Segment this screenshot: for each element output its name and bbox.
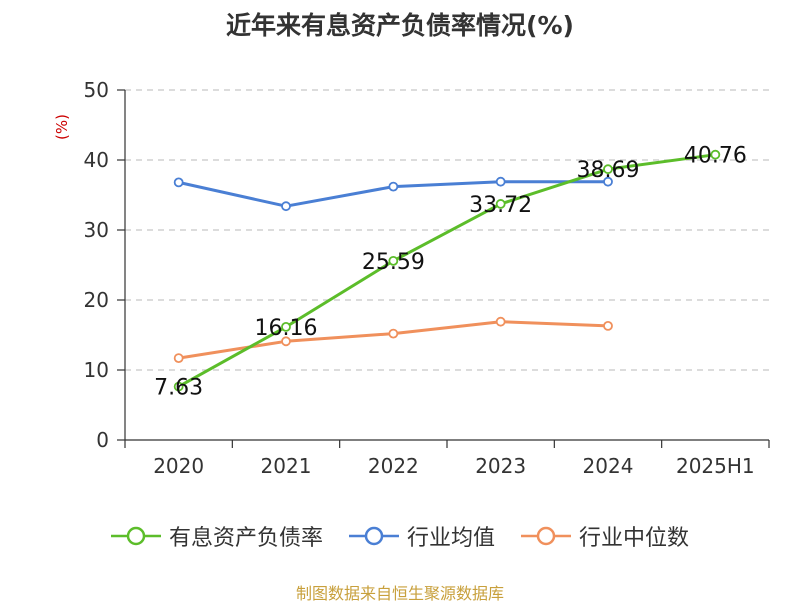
data-point bbox=[495, 316, 506, 327]
y-tick-label: 50 bbox=[84, 78, 109, 102]
data-point bbox=[281, 201, 291, 212]
data-point bbox=[281, 336, 291, 347]
series-line bbox=[177, 153, 716, 388]
legend-label: 行业中位数 bbox=[579, 526, 690, 551]
x-tick-label: 2025H1 bbox=[676, 454, 755, 478]
x-tick-label: 2024 bbox=[583, 454, 634, 478]
data-point bbox=[603, 176, 613, 187]
data-point bbox=[495, 176, 506, 187]
data-point bbox=[173, 353, 184, 364]
data-point bbox=[603, 164, 613, 175]
y-tick-label: 20 bbox=[84, 288, 109, 312]
legend-item-debt-ratio[interactable]: 有息资产负债率 bbox=[110, 520, 323, 552]
data-point bbox=[495, 199, 506, 209]
y-axis-label: (%) bbox=[53, 114, 71, 140]
data-point bbox=[388, 255, 399, 266]
x-tick-label: 2021 bbox=[261, 454, 312, 478]
data-point bbox=[603, 320, 613, 331]
y-tick-label: 40 bbox=[84, 148, 109, 172]
data-point bbox=[173, 177, 184, 188]
data-label: 16.16 bbox=[255, 316, 318, 341]
data-label: 40.76 bbox=[684, 144, 747, 169]
source-note: 制图数据来自恒生聚源数据库 bbox=[295, 584, 504, 603]
legend-label: 有息资产负债率 bbox=[168, 526, 323, 551]
data-point bbox=[388, 181, 399, 192]
data-label: 38.69 bbox=[577, 158, 640, 183]
data-label: 7.63 bbox=[154, 376, 203, 401]
x-tick-label: 2020 bbox=[153, 454, 204, 478]
legend-item-industry-median[interactable]: 行业中位数 bbox=[521, 520, 689, 552]
legend-label: 行业均值 bbox=[406, 526, 495, 551]
legend: 有息资产负债率 行业均值 行业中位数 bbox=[0, 521, 800, 551]
y-tick-label: 10 bbox=[84, 358, 109, 382]
data-point bbox=[388, 328, 399, 339]
chart-title: 近年来有息资产负债率情况(%) bbox=[226, 11, 574, 40]
legend-item-industry-mean[interactable]: 行业均值 bbox=[348, 520, 495, 552]
y-tick-label: 0 bbox=[96, 428, 109, 452]
legend-marker-blue bbox=[348, 526, 399, 546]
legend-marker-green bbox=[110, 526, 161, 546]
data-point bbox=[173, 381, 184, 392]
legend-marker-orange bbox=[521, 526, 571, 546]
data-label: 25.59 bbox=[362, 250, 425, 275]
data-label: 33.72 bbox=[469, 193, 532, 218]
x-tick-label: 2023 bbox=[475, 454, 526, 478]
x-tick-label: 2022 bbox=[368, 454, 419, 478]
data-point bbox=[281, 321, 291, 332]
y-tick-label: 30 bbox=[84, 218, 109, 242]
series-line bbox=[178, 320, 609, 360]
data-point bbox=[710, 149, 721, 160]
